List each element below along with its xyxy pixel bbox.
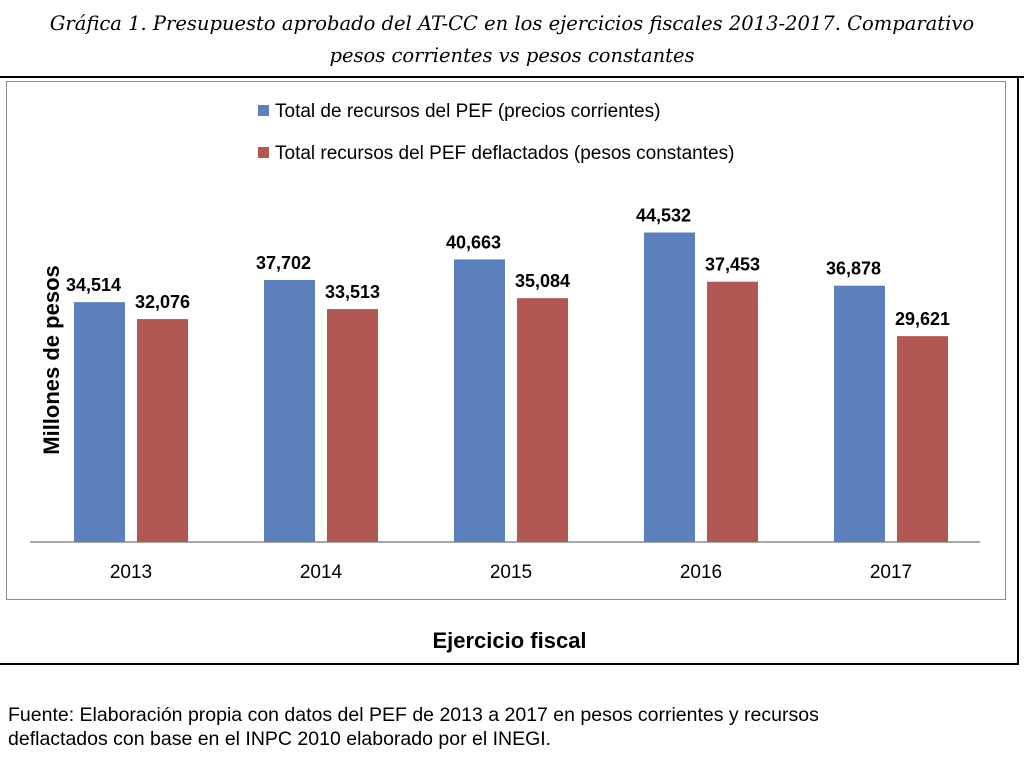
bar-2014-series-2 (327, 309, 378, 542)
legend-item-series-2: Total recursos del PEF deflactados (peso… (258, 142, 734, 166)
source-note-line-2: deflactados con base en el INPC 2010 ela… (8, 728, 552, 750)
chart-title: Gráfica 1. Presupuesto aprobado del AT-C… (0, 8, 1024, 72)
x-tick-label-2016: 2016 (680, 562, 722, 583)
data-label-2014-series-2: 33,513 (325, 282, 380, 302)
chart-outer-frame (0, 77, 1019, 665)
legend-item-series-1: Total de recursos del PEF (precios corri… (258, 100, 660, 124)
legend-label-series-1: Total de recursos del PEF (precios corri… (275, 101, 661, 122)
legend-swatch-series-1 (258, 105, 269, 116)
bar-2017-series-2 (897, 336, 948, 542)
x-axis-label: Ejercicio fiscal (432, 628, 587, 653)
data-label-2016-series-2: 37,453 (705, 255, 760, 275)
plot-area-border (6, 81, 1006, 600)
frame-top-rule (0, 76, 1024, 78)
bar-2014-series-1 (264, 279, 315, 542)
bar-2013-series-2 (137, 319, 188, 542)
source-note-line-1: Fuente: Elaboración propia con datos del… (8, 704, 819, 726)
x-tick-label-2013: 2013 (110, 562, 152, 583)
x-tick-label-2014: 2014 (300, 562, 343, 583)
data-label-2017-series-2: 29,621 (895, 309, 950, 329)
x-tick-label-2017: 2017 (870, 562, 912, 583)
chart-title-line-2: pesos corrientes vs pesos constantes (329, 44, 695, 67)
bar-2017-series-1 (834, 285, 885, 542)
data-label-2017-series-1: 36,878 (826, 259, 881, 279)
bar-2013-series-1 (74, 302, 125, 542)
legend-swatch-series-2 (258, 147, 269, 158)
legend-label-series-2: Total recursos del PEF deflactados (peso… (275, 143, 735, 164)
data-label-2015-series-1: 40,663 (446, 232, 501, 252)
data-label-2014-series-1: 37,702 (256, 253, 311, 273)
bar-2016-series-2 (707, 281, 758, 542)
source-note: Fuente: Elaboración propia con datos del… (8, 703, 1008, 751)
chart-title-line-1: Gráfica 1. Presupuesto aprobado del AT-C… (49, 12, 975, 35)
bar-2016-series-1 (644, 232, 695, 542)
data-label-2013-series-2: 32,076 (135, 292, 190, 312)
bar-2015-series-1 (454, 259, 505, 542)
data-label-2015-series-2: 35,084 (515, 271, 570, 291)
data-label-2016-series-1: 44,532 (636, 206, 691, 226)
bar-2015-series-2 (517, 298, 568, 542)
x-tick-label-2015: 2015 (490, 562, 532, 583)
data-label-2013-series-1: 34,514 (66, 275, 121, 295)
